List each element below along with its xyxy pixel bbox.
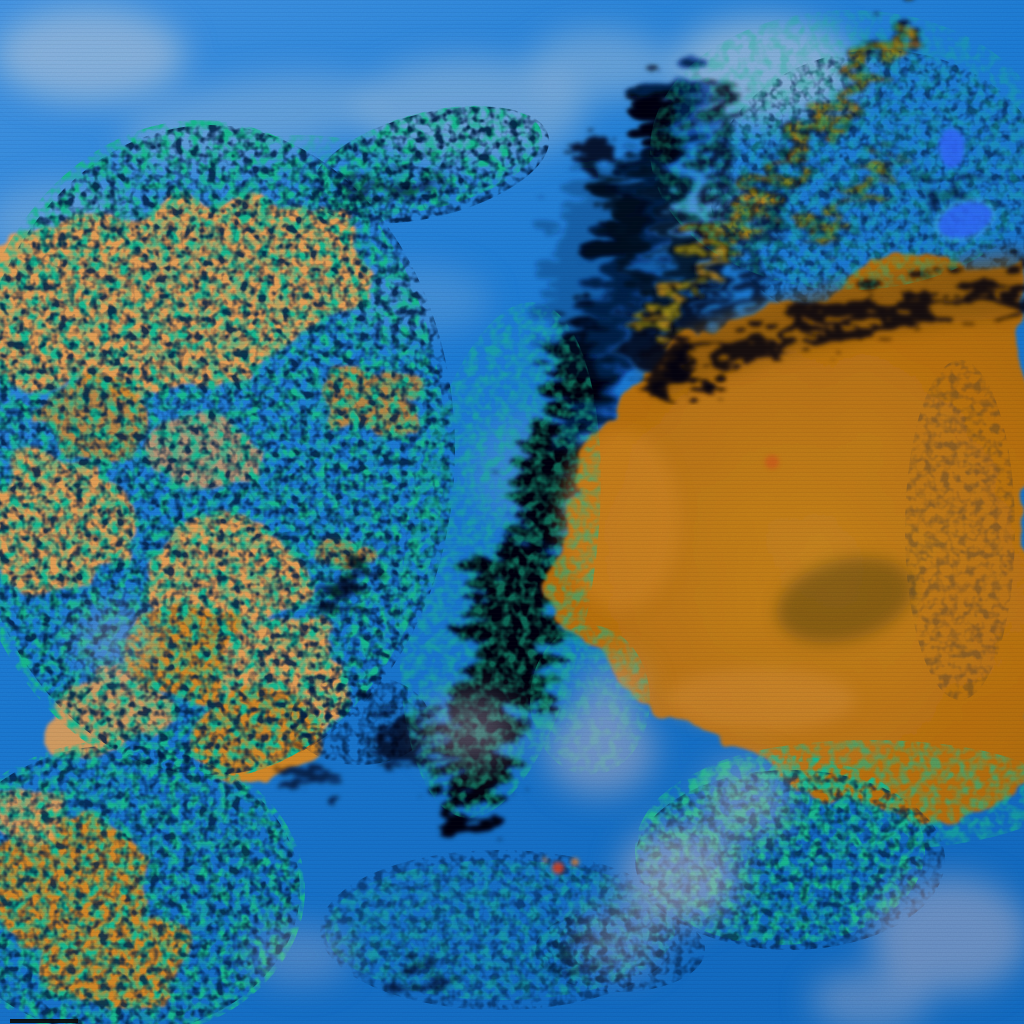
dark-smear	[390, 949, 430, 971]
puff-blob	[422, 694, 518, 766]
red-fleck	[552, 862, 564, 874]
puff-blob	[575, 905, 665, 975]
dark-smear	[276, 748, 324, 776]
storm-mass-bright-area	[665, 668, 855, 732]
red-fleck	[571, 858, 579, 866]
bright-blue-patch	[939, 128, 965, 168]
haze-blob	[0, 7, 185, 103]
puff-blob	[75, 605, 155, 675]
puff-blob	[248, 925, 352, 985]
puff-blob	[700, 760, 790, 840]
scale-bar	[10, 1019, 78, 1023]
dark-speckle-region	[905, 360, 1015, 700]
storm-mass-black-corner	[613, 318, 697, 378]
red-fleck	[542, 857, 548, 863]
red-fleck	[765, 455, 779, 469]
puff-blob	[575, 660, 645, 720]
